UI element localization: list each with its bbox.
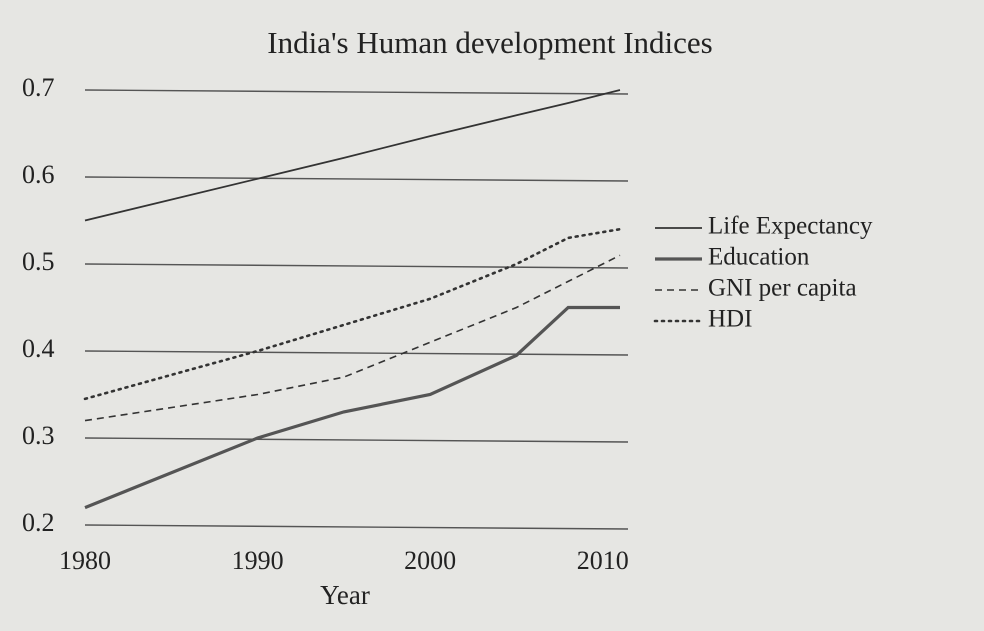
x-tick-label: 2000: [404, 546, 456, 575]
grid-line: [84, 89, 629, 95]
grid-line: [84, 437, 629, 443]
y-tick-label: 0.6: [22, 160, 55, 189]
chart-title: India's Human development Indices: [267, 25, 713, 60]
series-line: [83, 227, 622, 401]
legend-label: GNI per capita: [708, 275, 857, 302]
y-tick-label: 0.4: [22, 334, 55, 363]
series-line: [84, 89, 621, 222]
y-tick-label: 0.7: [22, 73, 55, 102]
legend-label: HDI: [708, 306, 752, 333]
grid-line: [84, 263, 629, 269]
series-line: [84, 254, 621, 422]
y-tick-label: 0.5: [22, 247, 55, 276]
series-line: [84, 305, 620, 510]
legend-label: Life Expectancy: [708, 213, 873, 240]
grid-line: [84, 176, 629, 182]
grid-line: [84, 350, 629, 356]
x-tick-label: 2010: [577, 546, 629, 575]
legend-label: Education: [708, 244, 810, 271]
grid-line: [84, 524, 629, 530]
x-axis-label: Year: [320, 580, 370, 610]
y-tick-label: 0.2: [22, 508, 55, 537]
x-tick-label: 1990: [232, 546, 284, 575]
y-tick-label: 0.3: [22, 421, 55, 450]
x-tick-label: 1980: [59, 546, 111, 575]
